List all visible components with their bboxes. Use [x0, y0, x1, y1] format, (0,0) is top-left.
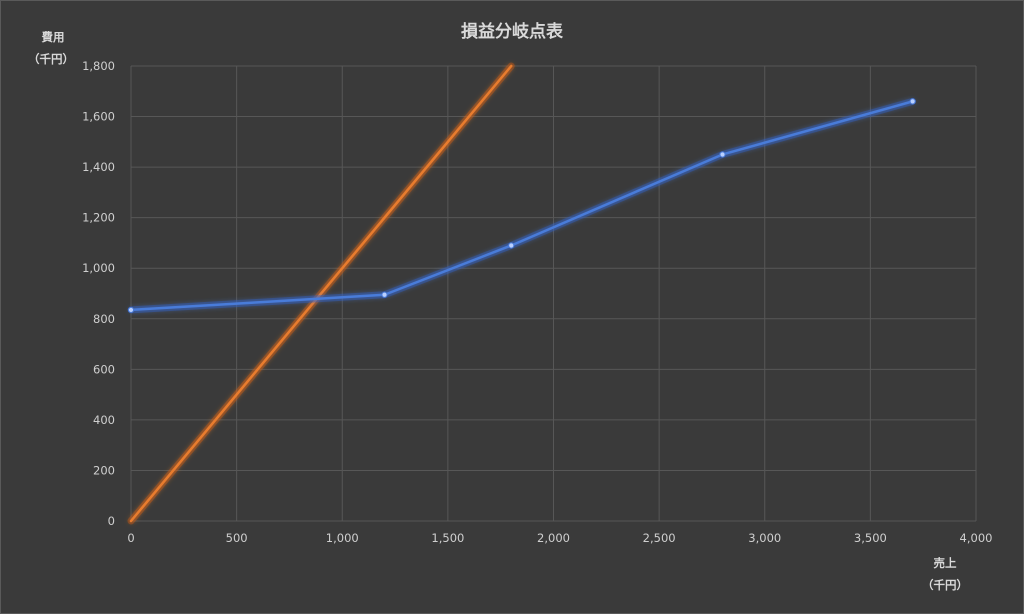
y-tick-label: 200: [93, 463, 115, 477]
series-2-point: [381, 291, 388, 298]
x-tick-label: 3,500: [854, 531, 887, 545]
y-tick-label: 1,600: [82, 110, 115, 124]
y-tick-label: 400: [93, 413, 115, 427]
chart-title: 損益分岐点表: [461, 21, 564, 42]
series-2-point: [508, 242, 515, 249]
series-2-point: [909, 98, 916, 105]
x-tick-label: 3,000: [748, 531, 781, 545]
y-tick-label: 600: [93, 362, 115, 376]
x-tick-label: 1,000: [326, 531, 359, 545]
x-axis-label: 売上: [934, 556, 957, 570]
y-axis-label: 費用: [42, 30, 65, 44]
x-tick-label: 0: [127, 531, 134, 545]
series-lines: [127, 62, 917, 525]
tick-labels: 0 200 400 600 800 1,000 1,200 1,400 1,600 1,800 0 5…: [82, 59, 992, 545]
series-2-glow: [127, 97, 917, 314]
x-tick-label: 1,500: [431, 531, 464, 545]
y-tick-label: 1,800: [82, 59, 115, 73]
x-tick-label: 500: [226, 531, 248, 545]
y-tick-label: 1,200: [82, 211, 115, 225]
series-2-point: [719, 151, 726, 158]
y-tick-label: 800: [93, 312, 115, 326]
gridlines: [130, 65, 977, 522]
x-tick-label: 2,000: [537, 531, 570, 545]
series-1-line: [129, 64, 513, 523]
y-tick-label: 1,400: [82, 160, 115, 174]
y-axis-unit: （千円）: [28, 52, 74, 66]
y-tick-label: 1,000: [82, 261, 115, 275]
x-tick-label: 2,500: [643, 531, 676, 545]
x-axis-unit: （千円）: [922, 578, 968, 592]
y-tick-label: 0: [108, 514, 115, 528]
series-2-point: [127, 306, 135, 314]
x-tick-label: 4,000: [960, 531, 993, 545]
